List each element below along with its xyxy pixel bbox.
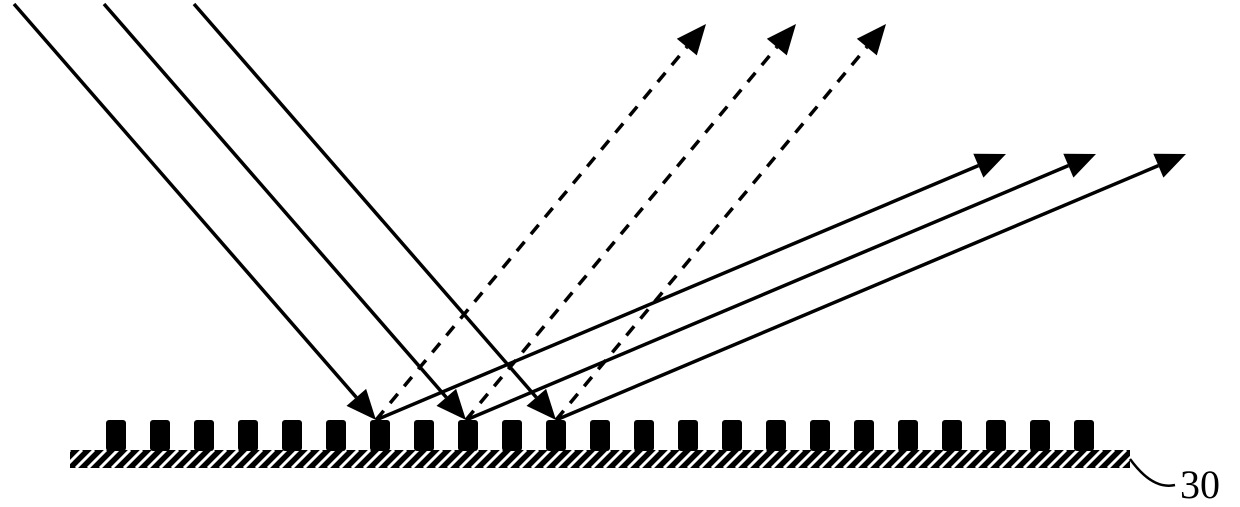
grating-label: 30 [1180, 462, 1220, 507]
grating-base [52, 450, 1162, 468]
grating-teeth [106, 420, 1094, 451]
reflected-specular-rays [376, 24, 886, 420]
optics-diagram: 30 [0, 0, 1240, 507]
incident-rays [14, 4, 556, 420]
label-leader [1130, 459, 1175, 486]
